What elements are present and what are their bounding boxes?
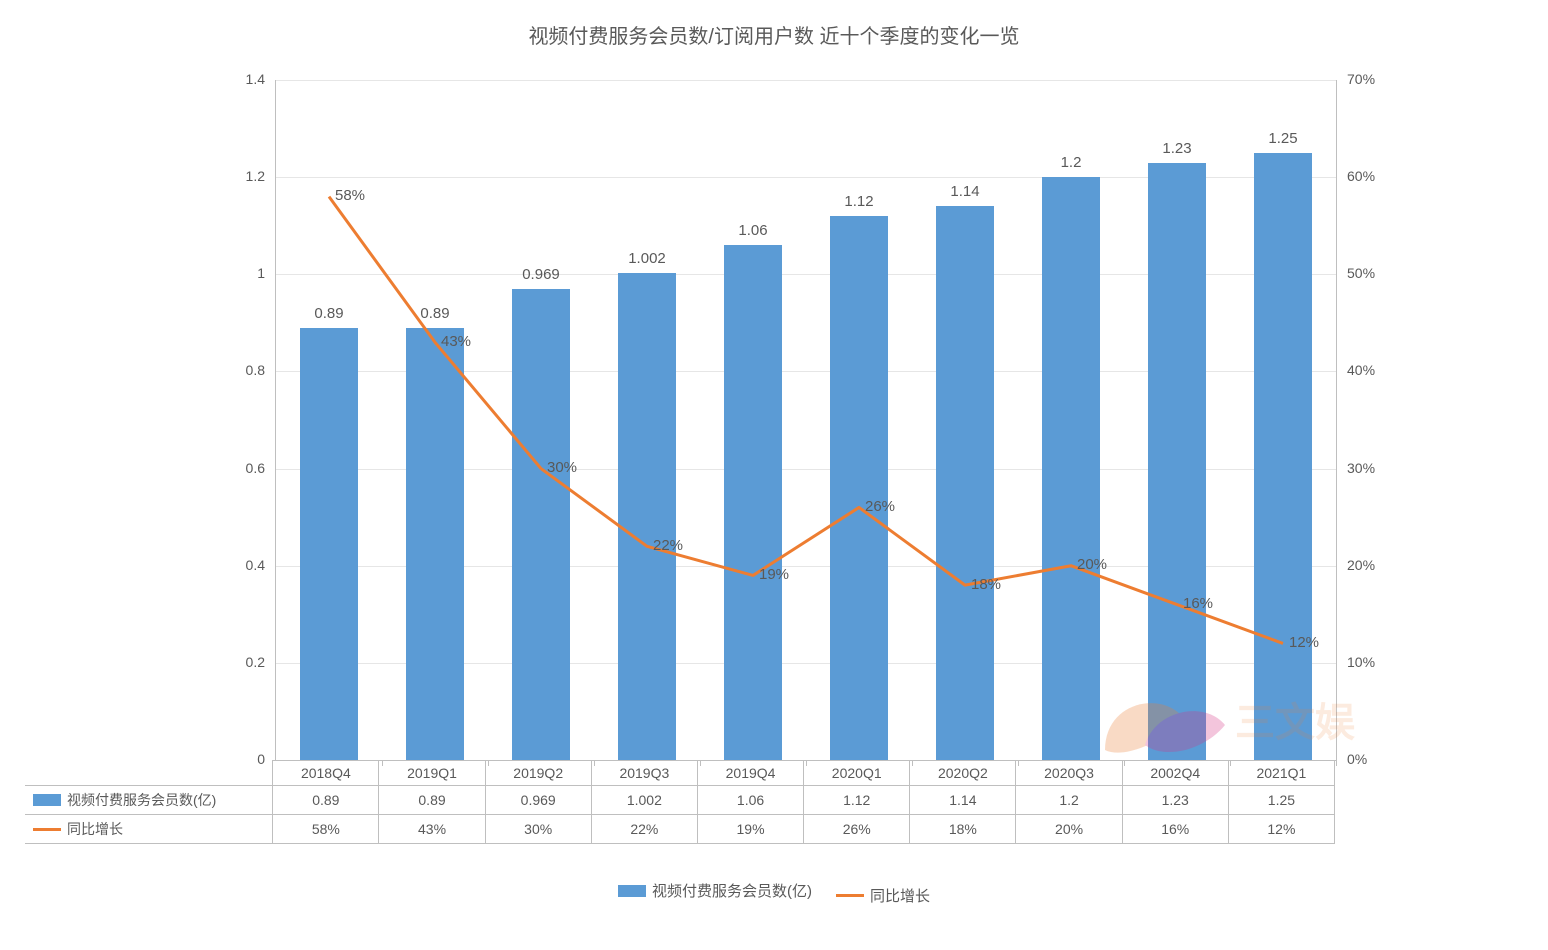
- table-cell: 1.12: [804, 786, 910, 815]
- bar-value-label: 1.23: [1137, 140, 1217, 157]
- table-cell: 0.89: [273, 786, 379, 815]
- line-value-label: 19%: [759, 566, 789, 583]
- legend-item: 视频付费服务会员数(亿): [618, 880, 812, 901]
- table-header-row: 2018Q42019Q12019Q22019Q32019Q42020Q12020…: [25, 761, 1335, 786]
- bar: [830, 216, 888, 760]
- table-category-cell: 2021Q1: [1228, 761, 1334, 786]
- table-category-cell: 2020Q2: [910, 761, 1016, 786]
- y-left-tick-label: 1: [225, 265, 265, 281]
- y-left-tick-label: 0: [225, 751, 265, 767]
- table-category-cell: 2018Q4: [273, 761, 379, 786]
- plot-area: 0.89 0.89 0.969 1.002 1.06 1.12 1.14 1.2 1.23 1.2…: [275, 80, 1337, 761]
- bar-value-label: 1.12: [819, 193, 899, 210]
- bar-value-label: 0.89: [289, 305, 369, 322]
- bar-value-label: 1.2: [1031, 154, 1111, 171]
- legend-item: 同比增长: [836, 885, 930, 906]
- y-right-tick-label: 20%: [1347, 557, 1375, 573]
- table-cell: 22%: [591, 815, 697, 844]
- line-value-label: 58%: [335, 187, 365, 204]
- table-cell: 26%: [804, 815, 910, 844]
- line-value-label: 12%: [1289, 634, 1319, 651]
- table-category-cell: 2020Q1: [804, 761, 910, 786]
- y-right-tick-label: 30%: [1347, 460, 1375, 476]
- table-cell: 20%: [1016, 815, 1122, 844]
- bar-swatch-icon: [33, 794, 61, 806]
- bar: [512, 289, 570, 760]
- table-cell: 0.89: [379, 786, 485, 815]
- table-row-header: 视频付费服务会员数(亿): [25, 786, 273, 815]
- row-header-label: 视频付费服务会员数(亿): [67, 790, 216, 810]
- table-cell: 16%: [1122, 815, 1228, 844]
- legend-label: 视频付费服务会员数(亿): [652, 880, 812, 901]
- y-right-tick-label: 40%: [1347, 362, 1375, 378]
- y-left-tick-label: 1.4: [225, 71, 265, 87]
- y-left-tick-label: 0.4: [225, 557, 265, 573]
- table-cell: 1.14: [910, 786, 1016, 815]
- bar: [724, 245, 782, 760]
- table-cell: 30%: [485, 815, 591, 844]
- y-right-tick-label: 60%: [1347, 168, 1375, 184]
- bar-swatch-icon: [618, 885, 646, 897]
- table-row: 视频付费服务会员数(亿)0.890.890.9691.0021.061.121.…: [25, 786, 1335, 815]
- table-category-cell: 2019Q1: [379, 761, 485, 786]
- bar-value-label: 1.002: [607, 250, 687, 267]
- bar-value-label: 0.969: [501, 266, 581, 283]
- line-value-label: 30%: [547, 459, 577, 476]
- table-category-cell: 2002Q4: [1122, 761, 1228, 786]
- table-cell: 43%: [379, 815, 485, 844]
- table-cell: 58%: [273, 815, 379, 844]
- table-cell: 1.25: [1228, 786, 1334, 815]
- y-left-tick-label: 1.2: [225, 168, 265, 184]
- y-right-tick-label: 0%: [1347, 751, 1367, 767]
- table-category-cell: 2019Q2: [485, 761, 591, 786]
- table-cell: 12%: [1228, 815, 1334, 844]
- bar: [936, 206, 994, 760]
- y-right-tick-label: 70%: [1347, 71, 1375, 87]
- y-left-tick-label: 0.8: [225, 362, 265, 378]
- x-tick: [1336, 760, 1337, 766]
- line-swatch-icon: [836, 894, 864, 897]
- table-cell: 18%: [910, 815, 1016, 844]
- table-category-cell: 2019Q3: [591, 761, 697, 786]
- legend: 视频付费服务会员数(亿) 同比增长: [0, 880, 1548, 906]
- legend-label: 同比增长: [870, 885, 930, 906]
- bar: [1254, 153, 1312, 760]
- row-header-label: 同比增长: [67, 819, 123, 839]
- table-cell: 1.002: [591, 786, 697, 815]
- line-value-label: 43%: [441, 333, 471, 350]
- y-right-tick-label: 10%: [1347, 654, 1375, 670]
- line-value-label: 18%: [971, 576, 1001, 593]
- bar: [406, 328, 464, 760]
- y-right-tick-label: 50%: [1347, 265, 1375, 281]
- bar: [1042, 177, 1100, 760]
- table-category-cell: 2019Q4: [697, 761, 803, 786]
- bar-value-label: 1.06: [713, 222, 793, 239]
- grid-line: [276, 80, 1336, 81]
- table-category-cell: 2020Q3: [1016, 761, 1122, 786]
- line-value-label: 22%: [653, 537, 683, 554]
- chart-container: 视频付费服务会员数/订阅用户数 近十个季度的变化一览 0.890.890.969…: [0, 0, 1548, 950]
- table-cell: 1.23: [1122, 786, 1228, 815]
- bar-value-label: 1.25: [1243, 130, 1323, 147]
- bar-value-label: 0.89: [395, 305, 475, 322]
- table-row: 同比增长 58%43%30%22%19%26%18%20%16%12%: [25, 815, 1335, 844]
- data-table: 2018Q42019Q12019Q22019Q32019Q42020Q12020…: [25, 760, 1335, 844]
- bar: [300, 328, 358, 760]
- y-left-tick-label: 0.6: [225, 460, 265, 476]
- y-left-tick-label: 0.2: [225, 654, 265, 670]
- bar: [1148, 163, 1206, 760]
- bar-value-label: 1.14: [925, 183, 1005, 200]
- table-cell: 19%: [697, 815, 803, 844]
- table-row-header: 同比增长: [25, 815, 273, 844]
- line-value-label: 16%: [1183, 595, 1213, 612]
- chart-title: 视频付费服务会员数/订阅用户数 近十个季度的变化一览: [0, 20, 1548, 49]
- line-value-label: 26%: [865, 498, 895, 515]
- table-cell: 1.2: [1016, 786, 1122, 815]
- table-cell: 1.06: [697, 786, 803, 815]
- line-value-label: 20%: [1077, 556, 1107, 573]
- bar: [618, 273, 676, 760]
- table-cell: 0.969: [485, 786, 591, 815]
